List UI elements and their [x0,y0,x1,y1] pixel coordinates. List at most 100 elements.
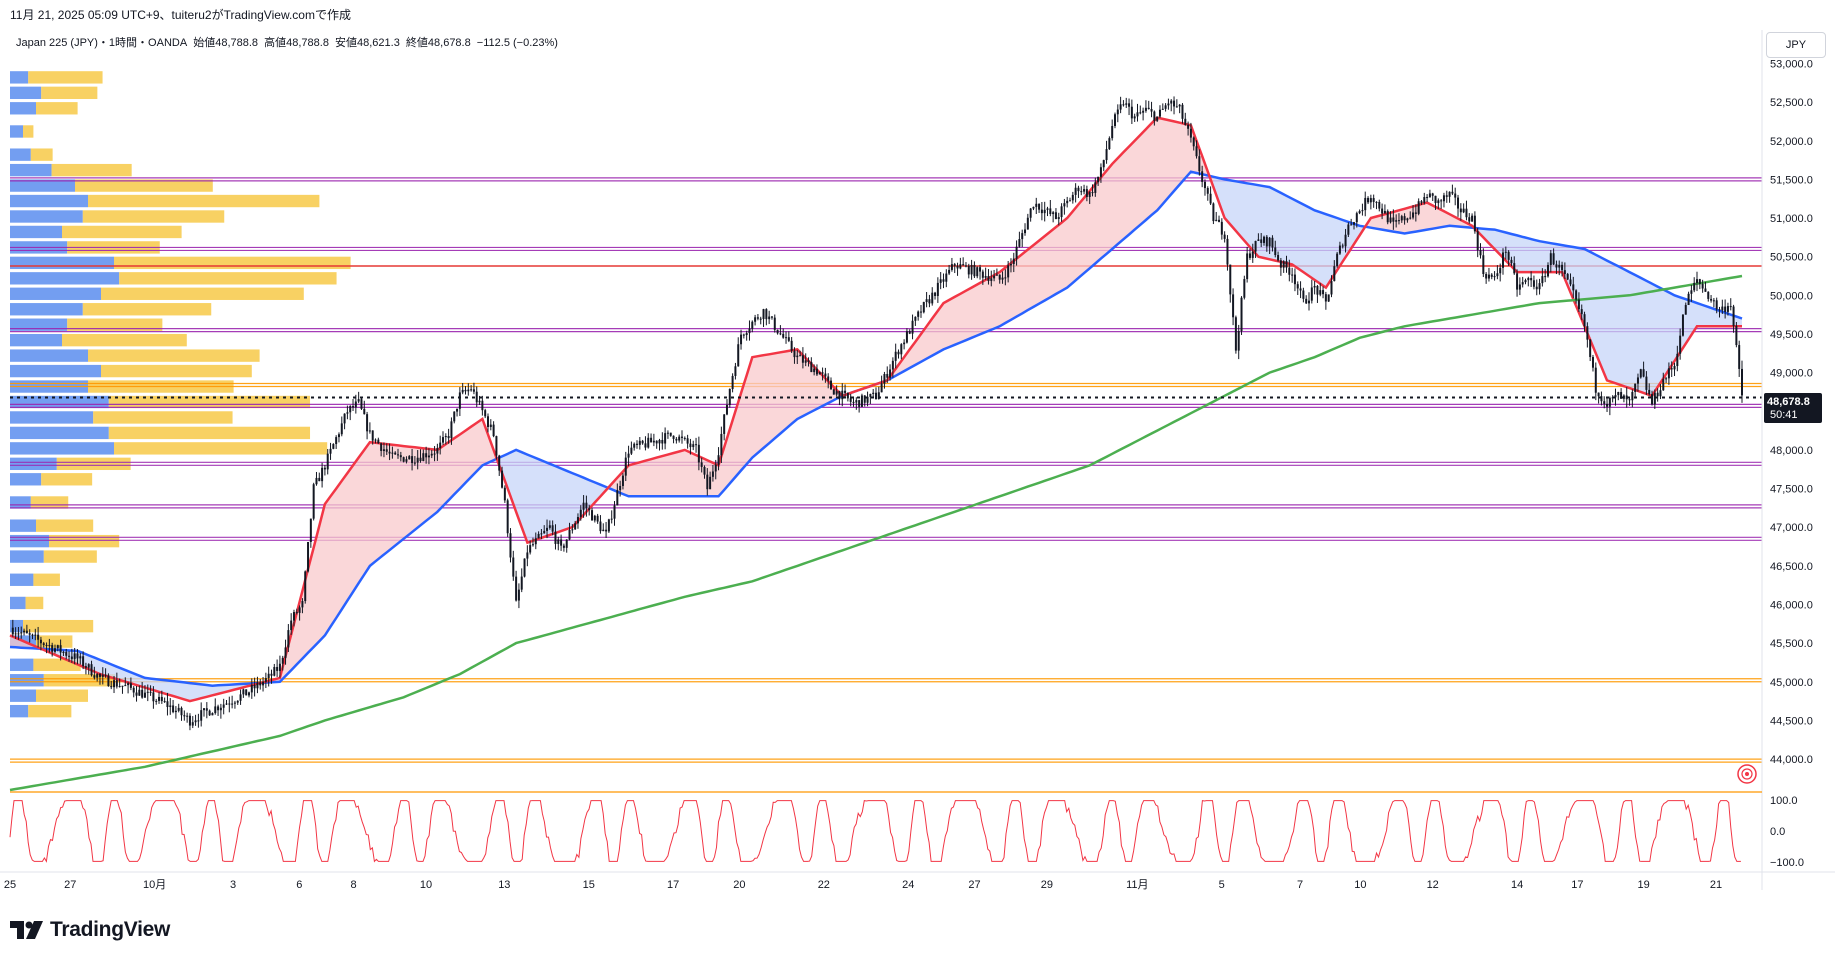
time-tick-label: 21 [1710,879,1722,891]
candle-body [1516,273,1519,290]
candle-body [1448,191,1451,197]
candle-body [1552,253,1555,265]
candle-body [692,444,695,448]
vp-bar-down [33,573,60,586]
candle-body [709,476,712,490]
candle-body [411,456,414,464]
candle-body [515,576,518,601]
candle-body [717,455,720,465]
candle-body [413,462,416,464]
tradingview-logo: TradingView [10,918,170,942]
candle-body [1409,217,1412,219]
candle-body [1502,252,1505,268]
candle-body [1442,195,1445,202]
candle-body [652,440,655,443]
candle-body [472,389,475,392]
candle-body [886,373,889,378]
candle-body [385,449,388,452]
candle-body [779,333,782,335]
time-tick-label: 3 [230,879,236,891]
candle-body [1195,146,1198,157]
candle-body [799,355,802,357]
candle-body [1299,288,1302,291]
candle-body [1310,287,1313,301]
candle-body [56,645,59,649]
candle-body [1324,294,1327,302]
legend-symbol[interactable]: Japan 225 (JPY)・1時間・OANDA [16,37,188,49]
candle-body [1741,368,1743,396]
candle-body [225,703,228,705]
alert-icon[interactable] [1737,764,1757,784]
candle-body [1499,267,1502,274]
candle-body [737,344,740,367]
candle-body [380,443,383,451]
candle-body [1636,377,1639,384]
candle-body [509,533,512,558]
time-tick-label: 14 [1511,879,1523,891]
time-axis[interactable]: 25 27 10月 3 6 8 10 13 15 17 20 22 24 27 29 11月 5 7 10 12 14 1… [0,871,1835,891]
candle-body [1220,221,1223,235]
candle-body [495,436,498,456]
candle-body [1566,274,1569,280]
candle-body [1659,390,1662,397]
ema-ribbon [9,116,1743,703]
candle-body [236,700,239,703]
candle-body [818,372,821,375]
candle-body [998,274,1001,280]
candle-body [442,437,444,443]
candle-body [1150,108,1153,112]
candle-body [205,708,208,711]
candle-body [1696,279,1699,283]
ribbon-fill-bull [263,419,500,683]
candle-body [1549,253,1552,265]
candle-body [756,317,759,319]
ribbon-fill-bear [1213,176,1366,288]
candle-body [1510,259,1513,264]
candle-body [467,389,470,392]
candle-body [1268,237,1271,247]
symbol-legend: Japan 225 (JPY)・1時間・OANDA 始値48,788.8 高値4… [16,34,561,50]
candle-body [700,462,703,467]
candle-body [860,395,863,407]
candle-body [1271,237,1274,248]
candle-body [138,689,141,696]
candle-body [1577,299,1580,310]
price-axis[interactable]: 53,000.0 52,500.0 52,000.0 51,500.0 51,000.0… [1761,30,1813,890]
currency-selector[interactable]: JPY [1766,32,1826,58]
vp-bar-down [43,550,97,563]
candle-body [664,433,667,444]
candle-body [309,518,312,542]
vp-bar-up [10,86,42,100]
candle-body [208,710,211,716]
candle-body [1077,187,1080,192]
time-tick-label: 19 [1638,879,1650,891]
vp-bar-up [10,349,88,362]
candle-body [1144,107,1147,111]
candle-body [172,705,175,713]
candle-body [458,392,461,409]
candle-body [1513,263,1516,274]
oscillator-tick-label: 100.0 [1770,795,1798,807]
candle-body [394,452,397,455]
candle-body [1007,265,1010,278]
candle-body [815,368,818,375]
candle-body [242,689,245,695]
candle-body [397,454,400,456]
candle-body [562,545,565,548]
candle-body [922,302,925,313]
vp-bar-up [10,125,23,138]
candle-body [492,424,495,437]
candle-body [450,421,453,439]
time-tick-label: 10 [1354,879,1366,891]
candle-body [720,433,723,456]
candle-body [408,456,411,460]
candle-body [1164,105,1167,109]
candle-body [872,392,875,394]
candle-body [925,299,928,303]
candle-body [292,612,295,621]
candle-body [1735,325,1738,346]
candle-body [228,703,231,705]
time-tick-label: 10 [420,879,432,891]
candle-body [1378,201,1381,209]
